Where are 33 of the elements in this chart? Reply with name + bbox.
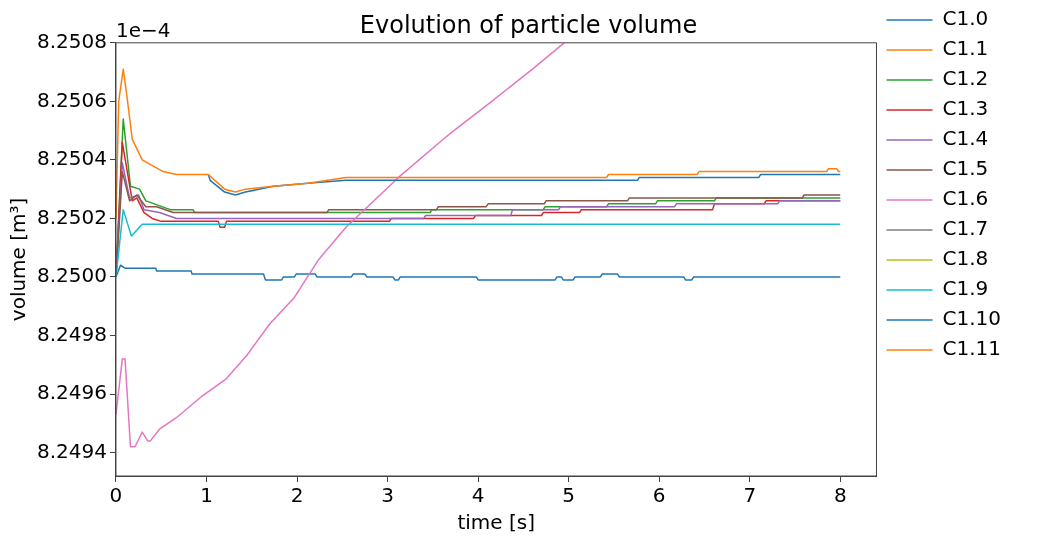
- legend-label: C1.11: [942, 336, 1001, 361]
- legend-label: C1.1: [942, 36, 989, 61]
- x-tick-label: 7: [743, 483, 757, 508]
- x-tick-label: 3: [381, 483, 394, 508]
- x-tick-label: 4: [471, 483, 485, 508]
- legend-label: C1.2: [942, 66, 989, 91]
- x-tick-label: 5: [562, 483, 576, 508]
- x-tick-label: 1: [200, 483, 213, 508]
- x-tick-label: 8: [833, 483, 847, 508]
- text: 1e−4: [115, 18, 171, 42]
- y-tick-label: 8.2494: [37, 438, 107, 463]
- y-tick-label: 8.2502: [37, 204, 107, 229]
- y-tick-label: 8.2498: [37, 321, 107, 346]
- x-tick-label: 2: [290, 483, 304, 508]
- x-tick-label: 0: [109, 483, 123, 508]
- x-tick-label: 6: [652, 483, 666, 508]
- y-tick-label: 8.2504: [37, 146, 107, 171]
- x-axis-title: time [s]: [457, 510, 536, 535]
- chart-title: Evolution of particle volume: [359, 10, 698, 39]
- legend-label: C1.10: [942, 306, 1001, 331]
- legend-label: C1.9: [942, 276, 989, 301]
- legend-label: C1.7: [942, 216, 989, 241]
- legend-label: C1.3: [942, 96, 989, 121]
- y-tick-label: 8.2508: [37, 29, 107, 53]
- legend-label: C1.8: [942, 246, 989, 271]
- y-tick-label: 8.2506: [37, 87, 107, 112]
- legend-label: C1.0: [942, 6, 989, 31]
- y-axis-title: volume [m³]: [6, 197, 31, 322]
- y-tick-label: 8.2496: [37, 380, 107, 405]
- legend-label: C1.6: [942, 186, 989, 211]
- legend-label: C1.4: [942, 126, 989, 151]
- y-tick-label: 8.2500: [37, 263, 107, 288]
- legend-label: C1.5: [942, 156, 989, 181]
